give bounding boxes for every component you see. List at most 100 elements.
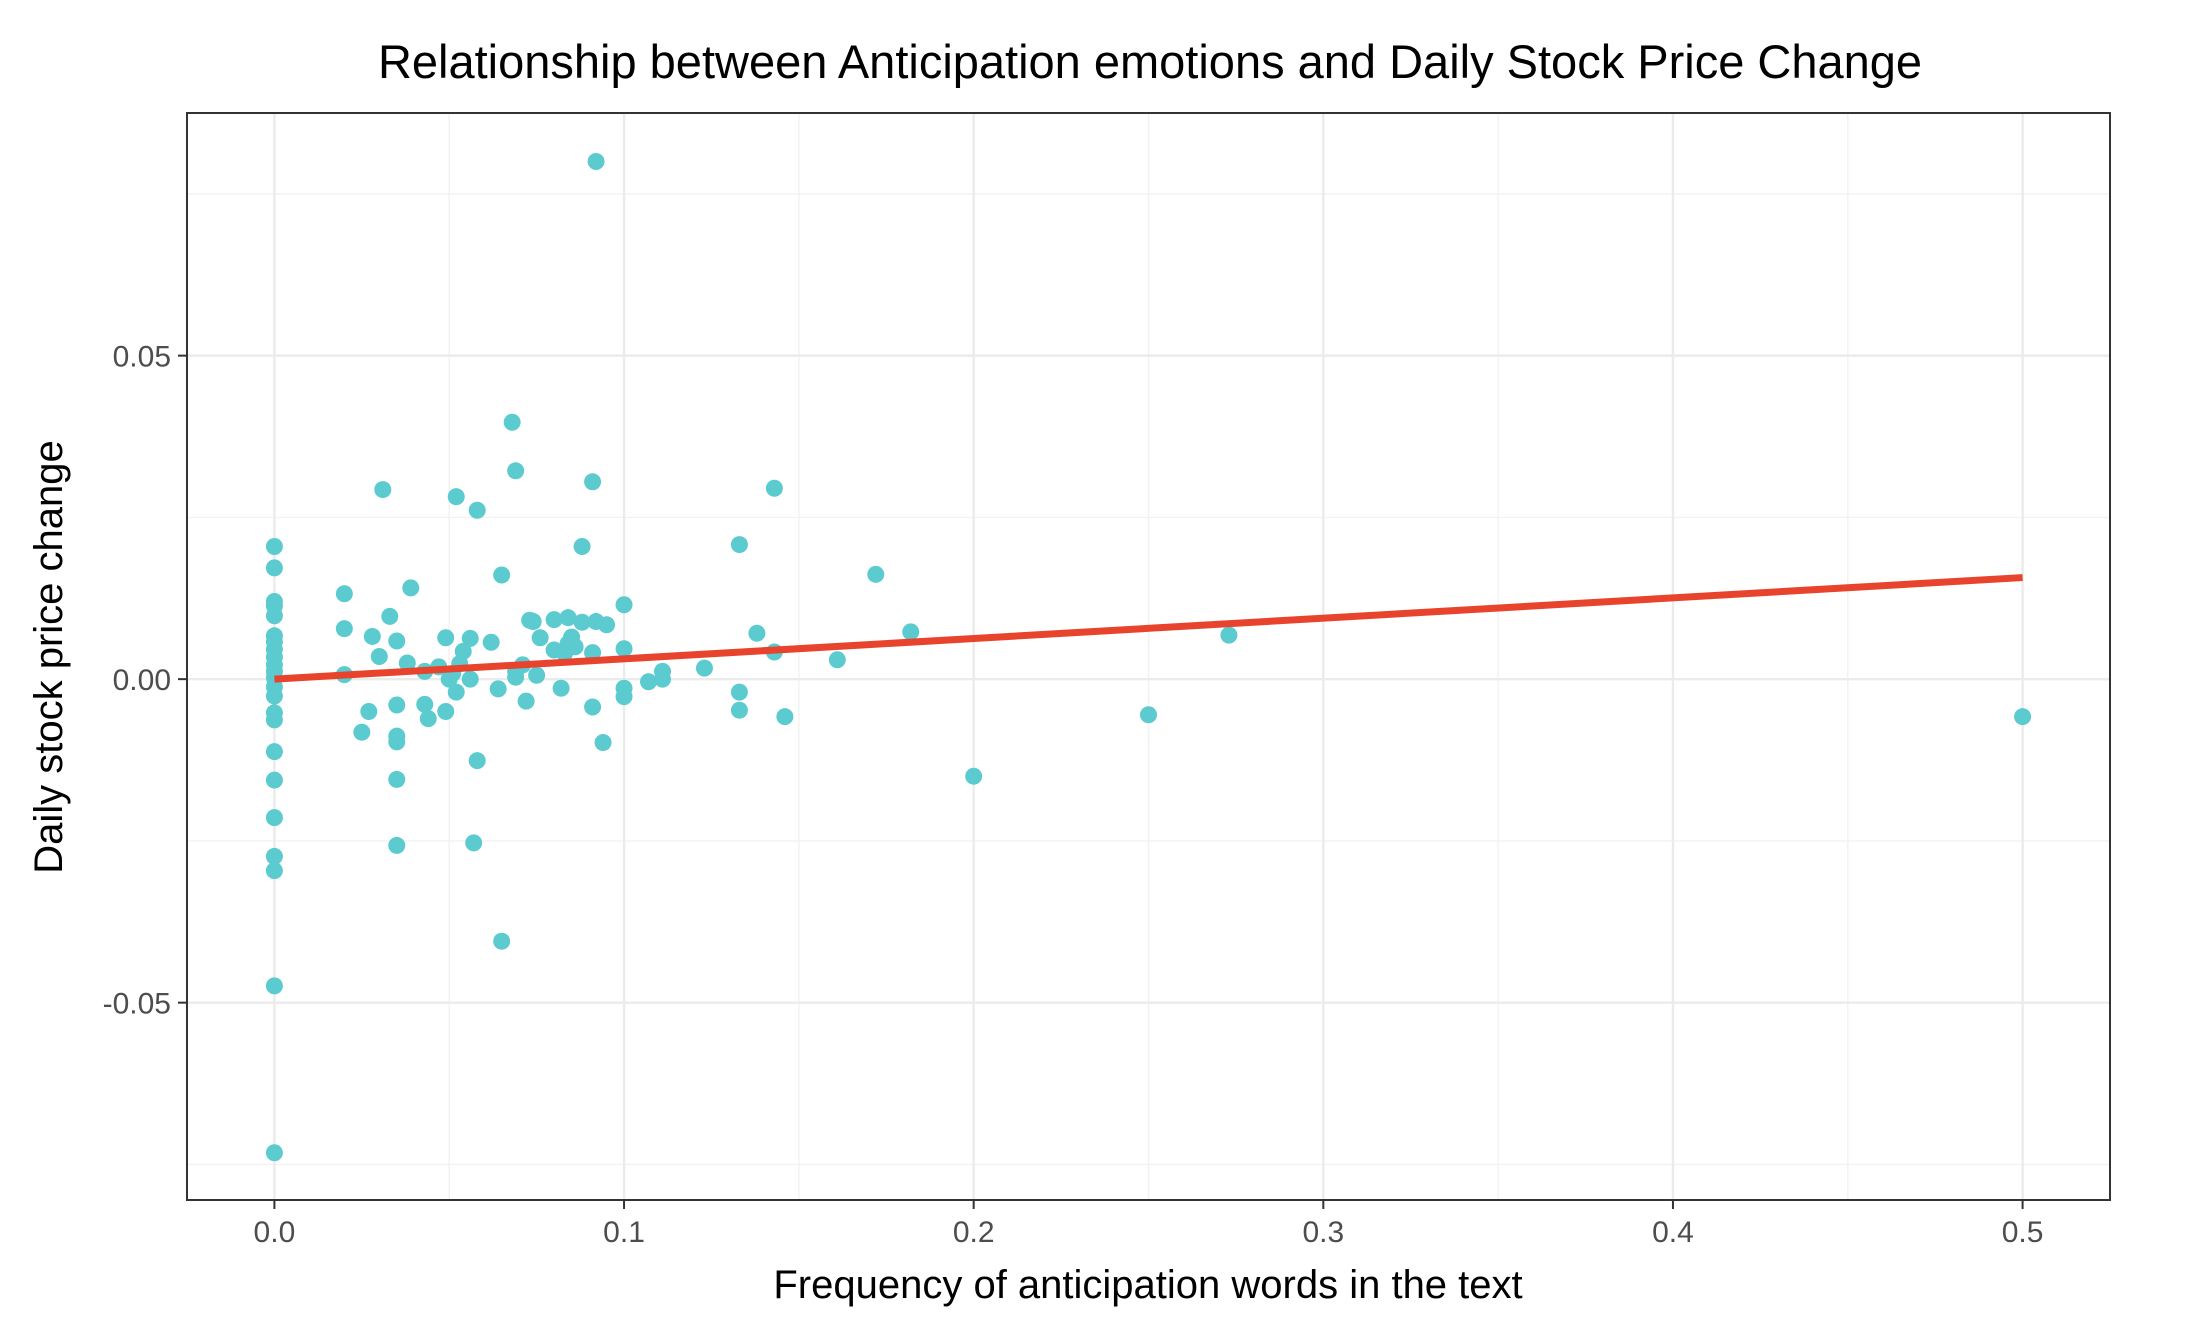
y-tick-label: 0.05 (113, 341, 171, 374)
scatter-point (335, 585, 353, 603)
scatter-point (503, 413, 521, 431)
regression-line (274, 574, 2023, 683)
scatter-point (867, 565, 885, 583)
x-tick-label: 0.5 (2002, 1216, 2044, 1249)
x-tick-label: 0.0 (254, 1216, 296, 1249)
scatter-point (265, 847, 283, 865)
scatter-point (507, 462, 525, 480)
scatter-point (265, 711, 283, 729)
scatter-point (265, 607, 283, 625)
scatter-point (265, 538, 283, 556)
scatter-point (730, 683, 748, 701)
scatter-point (640, 673, 658, 691)
scatter-point (402, 579, 420, 597)
x-tick-label: 0.4 (1652, 1216, 1694, 1249)
scatter-point (776, 708, 794, 726)
scatter-point (437, 702, 455, 720)
minor-gridlines (187, 113, 2110, 1200)
scatter-point (615, 640, 633, 658)
scatter-point (654, 670, 672, 688)
scatter-point (493, 566, 511, 584)
x-axis-label: Frequency of anticipation words in the t… (773, 1263, 1522, 1307)
scatter-point (461, 670, 479, 688)
scatter-point (416, 695, 434, 713)
scatter-point (265, 862, 283, 880)
scatter-point (730, 701, 748, 719)
scatter-point (437, 629, 455, 647)
scatter-point (468, 501, 486, 519)
scatter-point (828, 651, 846, 669)
scatter-point (584, 644, 602, 662)
regression-line-group (274, 574, 2023, 683)
scatter-point (1220, 626, 1238, 644)
scatter-point (335, 620, 353, 638)
scatter-point (748, 624, 766, 642)
scatter-point (965, 767, 983, 785)
scatter-point (489, 680, 507, 698)
scatter-point (524, 613, 542, 631)
scatter-point (265, 1144, 283, 1162)
scatter-point (615, 688, 633, 706)
scatter-point (573, 538, 591, 556)
scatter-point (902, 623, 920, 641)
scatter-point (374, 481, 392, 499)
scatter-point (468, 752, 486, 770)
y-axis-label: Daily stock price change (27, 440, 71, 874)
x-tick-label: 0.2 (953, 1216, 995, 1249)
scatter-point (353, 723, 371, 741)
scatter-point (454, 642, 472, 660)
scatter-point (594, 734, 612, 752)
scatter-point (1140, 706, 1157, 724)
scatter-point (388, 836, 406, 854)
scatter-point (447, 488, 465, 506)
scatter-point (587, 153, 605, 171)
scatter-point (765, 479, 783, 497)
chart-title: Relationship between Anticipation emotio… (378, 35, 1922, 88)
scatter-point (265, 977, 283, 995)
scatter-point (265, 743, 283, 761)
scatter-point (584, 698, 602, 716)
scatter-point (388, 733, 406, 751)
scatter-point (552, 679, 570, 697)
scatter-point (528, 666, 546, 684)
scatter-point (461, 629, 479, 647)
scatter-point (265, 771, 283, 789)
y-tick-label: 0.00 (113, 664, 171, 697)
scatter-point (598, 616, 616, 634)
scatter-point (584, 473, 602, 491)
scatter-point (695, 659, 713, 677)
x-tick-label: 0.1 (603, 1216, 645, 1249)
plot-panel-border (186, 112, 2111, 1201)
scatter-point (363, 627, 381, 645)
scatter-point (465, 834, 483, 852)
y-axis-ticks: -0.05 0.00 0.05 (103, 341, 187, 1021)
scatter-point (360, 702, 378, 720)
scatter-point (265, 809, 283, 827)
scatter-point (398, 654, 416, 672)
scatter-point (730, 536, 748, 554)
scatter-point (482, 633, 500, 651)
scatter-point (447, 683, 465, 701)
scatter-point (493, 932, 511, 950)
scatter-point (2014, 708, 2032, 726)
scatter-point (559, 609, 577, 627)
scatter-point (517, 692, 535, 710)
scatter-point (388, 770, 406, 788)
scatter-point (388, 632, 406, 650)
scatter-point (545, 611, 563, 629)
x-tick-label: 0.3 (1302, 1216, 1344, 1249)
y-tick-label: -0.05 (103, 988, 171, 1021)
scatter-point (265, 687, 283, 705)
scatter-point (381, 607, 399, 625)
scatter-point (265, 559, 283, 577)
scatter-point (531, 629, 549, 647)
scatter-point (370, 648, 388, 665)
major-gridlines (187, 113, 2110, 1200)
scatter-point (388, 696, 406, 714)
scatter-point (419, 710, 437, 728)
scatter-point (615, 596, 633, 614)
data-points (265, 153, 2032, 1162)
scatter-point (573, 613, 591, 631)
